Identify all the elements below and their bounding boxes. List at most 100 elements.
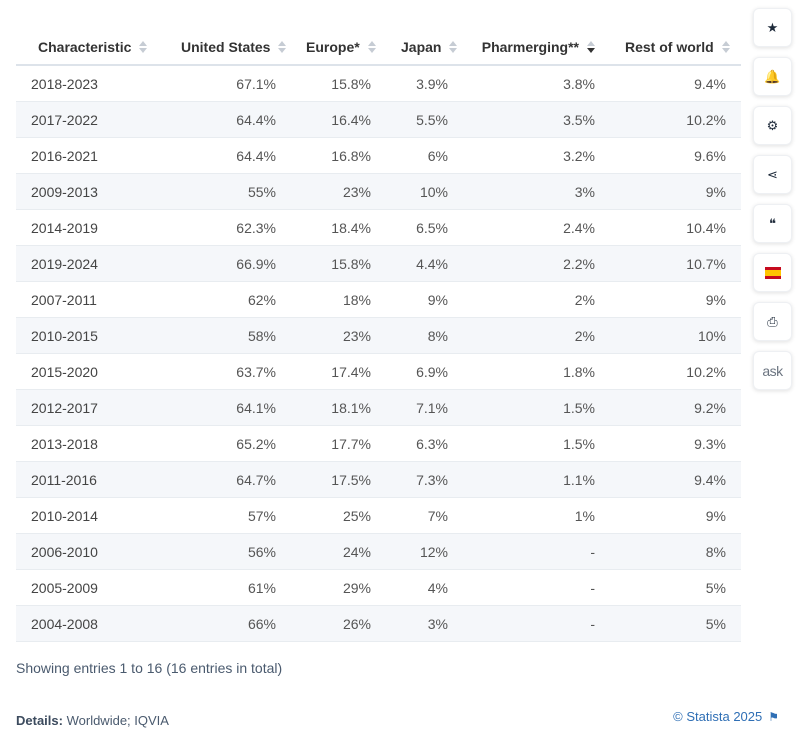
- value-cell: 25%: [291, 497, 386, 534]
- spanish-flag-icon: [764, 266, 781, 279]
- row-label-cell: 2009-2013: [16, 173, 166, 210]
- value-cell: 9.4%: [610, 461, 741, 498]
- column-header-1[interactable]: United States: [166, 30, 291, 66]
- row-label-cell: 2006-2010: [16, 533, 166, 570]
- value-cell: 64.1%: [166, 389, 291, 426]
- row-label-cell: 2015-2020: [16, 353, 166, 390]
- column-header-0[interactable]: Characteristic: [16, 30, 166, 66]
- entries-summary: Showing entries 1 to 16 (16 entries in t…: [16, 660, 283, 676]
- value-cell: 66.9%: [166, 245, 291, 282]
- column-header-label: United States: [181, 39, 271, 55]
- share-icon: ⋖: [767, 166, 778, 182]
- value-cell: 16.4%: [291, 101, 386, 138]
- data-table-container: Characteristic United States Europe* Japan P…: [16, 30, 741, 642]
- row-label-cell: 2019-2024: [16, 245, 166, 282]
- column-header-label: Rest of world: [625, 39, 714, 55]
- column-header-5[interactable]: Rest of world: [610, 30, 741, 66]
- value-cell: 1.8%: [463, 353, 610, 390]
- notification-button[interactable]: 🔔: [753, 57, 792, 96]
- cite-button[interactable]: ❝: [753, 204, 792, 243]
- row-label-cell: 2010-2014: [16, 497, 166, 534]
- details-label: Details:: [16, 713, 63, 728]
- value-cell: 15.8%: [291, 245, 386, 282]
- value-cell: 10%: [386, 173, 463, 210]
- print-icon: ⎙: [767, 313, 778, 329]
- value-cell: 10%: [610, 317, 741, 354]
- table-row: 2013-2018 65.2% 17.7% 6.3% 1.5% 9.3%: [16, 425, 741, 462]
- value-cell: 56%: [166, 533, 291, 570]
- table-row: 2010-2015 58% 23% 8% 2% 10%: [16, 317, 741, 354]
- value-cell: 17.7%: [291, 425, 386, 462]
- value-cell: 16.8%: [291, 137, 386, 174]
- value-cell: 23%: [291, 173, 386, 210]
- value-cell: 9.6%: [610, 137, 741, 174]
- value-cell: 12%: [386, 533, 463, 570]
- table-row: 2012-2017 64.1% 18.1% 7.1% 1.5% 9.2%: [16, 389, 741, 426]
- value-cell: 1.5%: [463, 389, 610, 426]
- column-header-label: Pharmerging**: [481, 39, 579, 55]
- row-label-cell: 2016-2021: [16, 137, 166, 174]
- row-label-cell: 2014-2019: [16, 209, 166, 246]
- favorite-button[interactable]: ★: [753, 8, 792, 47]
- value-cell: 18.1%: [291, 389, 386, 426]
- row-label-cell: 2005-2009: [16, 569, 166, 606]
- value-cell: 9.4%: [610, 65, 741, 102]
- value-cell: 7%: [386, 497, 463, 534]
- value-cell: 10.2%: [610, 353, 741, 390]
- value-cell: 18.4%: [291, 209, 386, 246]
- column-header-label: Japan: [401, 39, 442, 55]
- table-row: 2018-2023 67.1% 15.8% 3.9% 3.8% 9.4%: [16, 65, 741, 102]
- sort-icon: [587, 40, 595, 54]
- value-cell: 57%: [166, 497, 291, 534]
- value-cell: 23%: [291, 317, 386, 354]
- table-row: 2007-2011 62% 18% 9% 2% 9%: [16, 281, 741, 318]
- sort-icon: [278, 40, 287, 54]
- value-cell: 9%: [610, 281, 741, 318]
- value-cell: 3%: [386, 605, 463, 642]
- value-cell: 6.3%: [386, 425, 463, 462]
- details-line: Details: Worldwide; IQVIA: [16, 713, 169, 728]
- value-cell: 17.4%: [291, 353, 386, 390]
- table-row: 2016-2021 64.4% 16.8% 6% 3.2% 9.6%: [16, 137, 741, 174]
- settings-button[interactable]: ⚙: [753, 106, 792, 145]
- value-cell: 61%: [166, 569, 291, 606]
- sort-icon: [449, 40, 458, 54]
- value-cell: 10.4%: [610, 209, 741, 246]
- row-label-cell: 2013-2018: [16, 425, 166, 462]
- table-row: 2017-2022 64.4% 16.4% 5.5% 3.5% 10.2%: [16, 101, 741, 138]
- value-cell: -: [463, 533, 610, 570]
- ask-button[interactable]: ask: [753, 351, 792, 390]
- row-label-cell: 2004-2008: [16, 605, 166, 642]
- value-cell: -: [463, 605, 610, 642]
- value-cell: 10.7%: [610, 245, 741, 282]
- value-cell: 15.8%: [291, 65, 386, 102]
- row-label-cell: 2017-2022: [16, 101, 166, 138]
- print-button[interactable]: ⎙: [753, 302, 792, 341]
- value-cell: 4.4%: [386, 245, 463, 282]
- value-cell: 4%: [386, 569, 463, 606]
- tool-sidebar: ★ 🔔 ⚙ ⋖ ❝ ⎙ ask: [753, 8, 792, 400]
- table-row: 2009-2013 55% 23% 10% 3% 9%: [16, 173, 741, 210]
- statista-copyright[interactable]: © Statista 2025 ⚑: [673, 709, 779, 724]
- column-header-2[interactable]: Europe*: [291, 30, 386, 66]
- flag-icon: ⚑: [768, 710, 779, 724]
- value-cell: 9%: [610, 173, 741, 210]
- value-cell: 2.2%: [463, 245, 610, 282]
- language-button[interactable]: [753, 253, 792, 292]
- column-header-3[interactable]: Japan: [386, 30, 463, 66]
- column-header-4[interactable]: Pharmerging**: [463, 30, 610, 66]
- value-cell: 9.3%: [610, 425, 741, 462]
- value-cell: 3.5%: [463, 101, 610, 138]
- value-cell: 5%: [610, 605, 741, 642]
- details-value: Worldwide; IQVIA: [66, 713, 169, 728]
- value-cell: 8%: [610, 533, 741, 570]
- value-cell: 62%: [166, 281, 291, 318]
- value-cell: 6.9%: [386, 353, 463, 390]
- star-icon: ★: [766, 19, 779, 35]
- table-row: 2014-2019 62.3% 18.4% 6.5% 2.4% 10.4%: [16, 209, 741, 246]
- value-cell: 7.3%: [386, 461, 463, 498]
- copyright-text: © Statista 2025: [673, 709, 763, 724]
- share-button[interactable]: ⋖: [753, 155, 792, 194]
- value-cell: 64.4%: [166, 101, 291, 138]
- sort-icon: [721, 40, 730, 54]
